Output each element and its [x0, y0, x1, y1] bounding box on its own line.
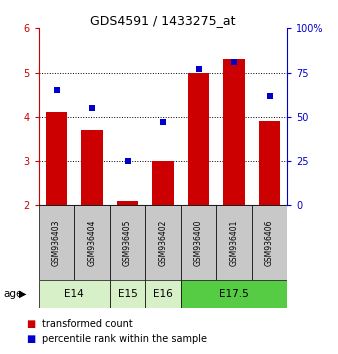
- Bar: [223, 59, 245, 205]
- Bar: [39, 205, 74, 280]
- Point: [89, 105, 95, 111]
- Bar: [145, 205, 181, 280]
- Point: [125, 158, 130, 164]
- Text: ■: ■: [26, 319, 35, 329]
- Bar: [110, 280, 145, 308]
- Text: transformed count: transformed count: [42, 319, 133, 329]
- Point: [232, 59, 237, 65]
- Point: [54, 87, 59, 93]
- Text: GSM936402: GSM936402: [159, 219, 168, 266]
- Bar: [252, 205, 287, 280]
- Text: GSM936405: GSM936405: [123, 219, 132, 266]
- Text: GSM936403: GSM936403: [52, 219, 61, 266]
- Text: E15: E15: [118, 289, 138, 299]
- Bar: [117, 201, 138, 205]
- Point: [267, 93, 272, 98]
- Text: GSM936400: GSM936400: [194, 219, 203, 266]
- Bar: [259, 121, 280, 205]
- Bar: [46, 113, 67, 205]
- Bar: [74, 205, 110, 280]
- Bar: [181, 280, 287, 308]
- Text: ■: ■: [26, 334, 35, 344]
- Bar: [152, 161, 174, 205]
- Text: GSM936406: GSM936406: [265, 219, 274, 266]
- Text: age: age: [3, 289, 23, 299]
- Bar: [181, 205, 216, 280]
- Point: [161, 119, 166, 125]
- Bar: [110, 205, 145, 280]
- Text: percentile rank within the sample: percentile rank within the sample: [42, 334, 207, 344]
- Point: [196, 66, 201, 72]
- Bar: [188, 73, 209, 205]
- Bar: [145, 280, 181, 308]
- Text: GSM936401: GSM936401: [230, 219, 239, 266]
- Bar: [216, 205, 252, 280]
- Text: E17.5: E17.5: [219, 289, 249, 299]
- Bar: [39, 280, 110, 308]
- Text: E14: E14: [65, 289, 84, 299]
- Bar: [81, 130, 103, 205]
- Title: GDS4591 / 1433275_at: GDS4591 / 1433275_at: [90, 14, 236, 27]
- Text: E16: E16: [153, 289, 173, 299]
- Text: ▶: ▶: [19, 289, 27, 299]
- Text: GSM936404: GSM936404: [88, 219, 97, 266]
